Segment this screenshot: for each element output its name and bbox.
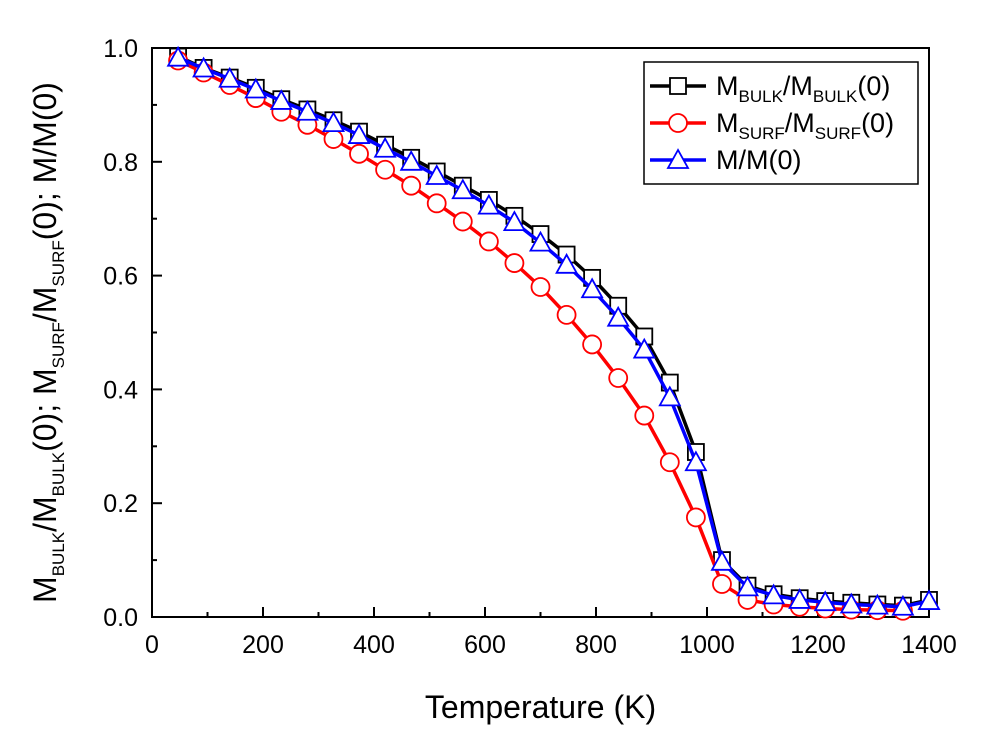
data-point xyxy=(659,452,680,473)
data-point xyxy=(323,129,344,149)
data-point xyxy=(478,231,499,252)
legend-label: M/M(0) xyxy=(716,145,801,175)
data-point xyxy=(582,334,603,355)
y-tick-label: 0.2 xyxy=(103,490,138,518)
y-axis-title-part: /M xyxy=(27,496,63,532)
data-point xyxy=(580,277,604,299)
y-axis-title-part: (0); M xyxy=(27,368,63,452)
data-point xyxy=(401,175,422,196)
data-point xyxy=(710,549,734,571)
x-axis-title: Temperature (K) xyxy=(425,689,656,725)
legend-marker xyxy=(669,77,687,95)
data-point xyxy=(634,405,655,426)
data-point xyxy=(269,89,293,110)
x-tick-label: 1000 xyxy=(679,631,735,659)
legend-marker xyxy=(668,113,688,133)
data-point xyxy=(166,45,190,67)
data-point xyxy=(192,56,216,78)
data-point xyxy=(425,164,449,185)
legend-label: MSURF/MSURF(0) xyxy=(716,108,894,143)
data-point xyxy=(735,575,760,597)
data-point xyxy=(452,211,473,232)
y-axis-title-part: M xyxy=(27,576,63,603)
data-point xyxy=(528,230,553,252)
chart-series xyxy=(166,45,941,621)
legend-marker xyxy=(666,148,690,169)
legend-label-part: (0) xyxy=(857,71,890,101)
legend-label-sub: SURF xyxy=(815,124,861,143)
data-point xyxy=(788,588,812,609)
data-point xyxy=(891,594,915,616)
data-point xyxy=(451,178,475,200)
data-point xyxy=(608,368,629,388)
data-point xyxy=(426,193,447,214)
data-point xyxy=(347,123,371,144)
legend-label-sub: BULK xyxy=(813,87,858,106)
y-tick-label: 0.8 xyxy=(103,149,138,177)
data-point xyxy=(762,583,786,605)
x-tick-label: 0 xyxy=(145,631,159,659)
y-axis-title-sub: BULK xyxy=(49,531,68,576)
data-point xyxy=(632,337,656,359)
legend-label-part: M xyxy=(716,108,739,138)
data-point xyxy=(218,66,242,88)
data-point xyxy=(502,210,526,232)
y-axis-title-sub: SURF xyxy=(49,240,68,286)
legend-label-part: /M xyxy=(783,71,813,101)
data-point xyxy=(321,111,346,133)
y-tick-label: 1.0 xyxy=(103,35,138,63)
y-tick-label: 0.4 xyxy=(103,376,138,404)
y-axis-title: MBULK/MBULK(0); MSURF/MSURF(0); M/M(0) xyxy=(27,82,68,603)
chart-labels: 0 200 400 600 800 1000 1200 1400 0.0 0.2 0.4 0.6 0.8… xyxy=(27,35,957,725)
y-axis-title-sub: SURF xyxy=(49,322,68,368)
data-point xyxy=(399,149,423,171)
data-point xyxy=(684,450,708,472)
series-triangle xyxy=(166,45,941,616)
legend-label-part: M xyxy=(716,71,739,101)
y-axis-title-part: (0); M/M(0) xyxy=(27,82,63,240)
data-point xyxy=(658,385,682,407)
y-axis-title-part: /M xyxy=(27,287,63,323)
data-point xyxy=(295,99,319,121)
legend-label-sub: SURF xyxy=(739,124,785,143)
legend-label-sub: BULK xyxy=(739,87,784,106)
data-point xyxy=(375,159,396,180)
data-point xyxy=(477,193,501,215)
legend-label: MBULK/MBULK(0) xyxy=(716,71,890,106)
y-axis-title-sub: BULK xyxy=(49,451,68,496)
x-tick-label: 800 xyxy=(575,631,617,659)
data-point xyxy=(606,305,630,327)
data-point xyxy=(530,277,551,297)
x-tick-label: 600 xyxy=(464,631,506,659)
data-point xyxy=(839,592,863,614)
x-tick-label: 400 xyxy=(353,631,395,659)
data-point xyxy=(373,136,397,158)
data-point xyxy=(504,253,525,273)
data-point xyxy=(244,77,268,99)
legend-label-part: M/M(0) xyxy=(716,145,801,175)
data-point xyxy=(686,507,706,528)
data-point xyxy=(712,574,732,594)
x-tick-label: 200 xyxy=(242,631,284,659)
chart-legend: MBULK/MBULK(0)MSURF/MSURF(0)M/M(0) xyxy=(643,61,919,185)
data-point xyxy=(556,304,577,325)
data-point xyxy=(349,143,369,164)
y-tick-label: 0.6 xyxy=(103,263,138,291)
data-point xyxy=(917,589,941,610)
data-point xyxy=(865,593,889,615)
legend-label-part: (0) xyxy=(861,108,894,138)
x-tick-label: 1200 xyxy=(790,631,846,659)
legend-label-part: /M xyxy=(785,108,815,138)
x-tick-label: 1400 xyxy=(901,631,957,659)
data-point xyxy=(813,590,837,612)
data-point xyxy=(555,252,579,274)
y-tick-label: 0.0 xyxy=(103,604,138,632)
